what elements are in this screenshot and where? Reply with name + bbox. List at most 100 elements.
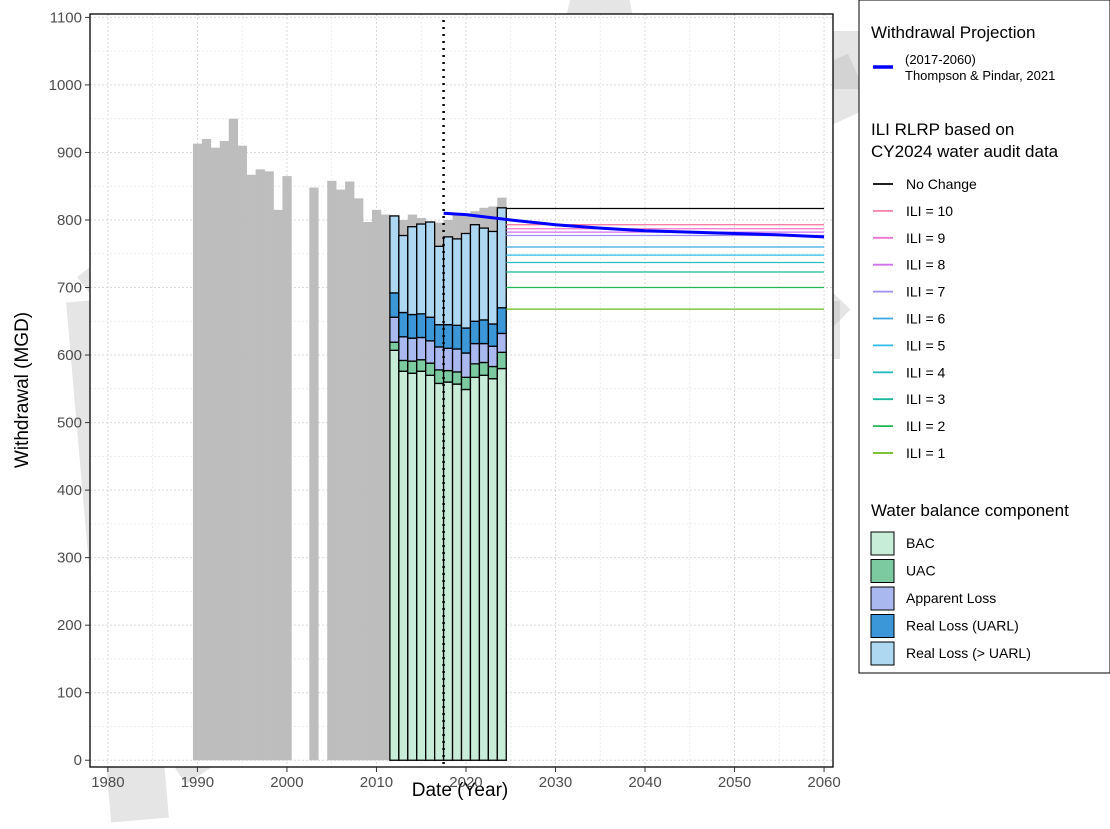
stacked-bar-apparent-loss [433,346,445,371]
stacked-bar-uac [469,363,481,378]
x-tick-label: 2030 [539,774,572,791]
stacked-bar-real-loss-uarl [442,324,454,349]
x-tick-label: 1990 [181,774,214,791]
historical-bar [380,214,391,761]
y-tick-label: 300 [57,550,82,567]
stacked-bar-real-loss-uarl [460,327,472,354]
legend-label-balance: BAC [906,535,935,551]
stacked-bar-real-loss-uarl [433,324,445,348]
stacked-bar-uac [478,361,490,376]
stacked-bar-real-loss-uarl [433,245,445,326]
legend-label-ili: ILI = 3 [906,391,946,407]
legend-label-projection-2: Thompson & Pindar, 2021 [905,68,1055,83]
stacked-bar-apparent-loss [425,340,436,364]
x-tick-label: 2060 [807,774,840,791]
legend-label-balance: Real Loss (UARL) [906,618,1019,634]
stacked-bar-uac [433,369,445,385]
stacked-bar-uac [425,362,436,376]
stacked-bar-real-loss-uarl [451,324,463,350]
stacked-bar-bac [442,381,454,761]
stacked-bar-real-loss-uarl [398,311,409,338]
stacked-bar-apparent-loss [451,348,463,373]
stacked-bar-real-loss-uarl [487,323,498,347]
stacked-bar-real-loss-uarl [389,292,400,318]
legend-title-projection: Withdrawal Projection [871,23,1035,42]
historical-bar [336,189,346,761]
x-tick-label: 1980 [91,774,124,791]
y-tick-label: 1000 [49,77,82,94]
y-tick-label: 500 [57,415,82,432]
water-balance-bars [389,207,507,761]
stacked-bar-uac [460,376,472,391]
stacked-bar-real-loss-uarl [442,236,454,326]
withdrawal-projection-line [443,211,825,239]
plot-area [89,13,834,768]
stacked-bar-real-loss-uarl [398,234,409,314]
historical-bar [273,209,283,761]
stacked-bar-apparent-loss [478,342,490,364]
legend-label-ili: ILI = 7 [906,284,946,300]
axes: Date (Year) Withdrawal (MGD) 1980 1990 200… [12,9,841,801]
y-tick-label: 1100 [50,9,82,26]
legend-label-balance: Apparent Loss [906,590,996,606]
legend-ili-items: No Change ILI = 10 ILI = 9 ILI = 8 ILI = 7 IL… [873,176,977,461]
legend-label-ili: ILI = 5 [906,337,946,353]
stacked-bar-real-loss-uarl [416,223,427,315]
stacked-bar-uac [407,360,418,374]
x-tick-label: 2040 [628,774,661,791]
stacked-bar-uac [389,341,400,351]
x-axis-title: Date (Year) [412,780,508,801]
legend-title-ili-line2: CY2024 water audit data [871,142,1059,161]
legend-label-ili: ILI = 4 [906,364,946,380]
stacked-bar-apparent-loss [407,337,418,362]
historical-bar [309,187,319,761]
legend-label-ili: ILI = 2 [906,418,946,434]
stacked-bar-real-loss-uarl [407,313,418,339]
stacked-bar-bac [389,349,400,761]
stacked-bar-real-loss-uarl [487,230,498,325]
legend-balance-items: BAC UAC Apparent Loss Real Loss (UARL) Real … [870,531,1031,666]
y-tick-label: 700 [57,280,82,297]
historical-bar [255,169,265,761]
historical-bar [246,174,256,761]
legend-label-ili: ILI = 1 [906,445,946,461]
stacked-bar-apparent-loss [416,336,427,361]
legend-label-ili: ILI = 9 [906,230,946,246]
stacked-bar-bac [416,370,427,761]
stacked-bar-bac [469,376,481,761]
stacked-bar-real-loss-uarl [478,319,490,345]
stacked-bar-real-loss-uarl [416,313,427,339]
historical-bar [192,143,203,761]
stacked-bar-uac [451,371,463,385]
stacked-bar-real-loss-uarl [469,320,481,345]
historical-bar [201,138,212,761]
stacked-bar-apparent-loss [460,352,472,378]
stacked-bar-real-loss-uarl [407,226,418,316]
legend-label-balance: Real Loss (> UARL) [906,645,1031,661]
y-axis-title: Withdrawal (MGD) [12,312,33,468]
y-tick-label: 600 [57,347,82,364]
legend-key-balance [870,641,895,666]
stacked-bar-uac [416,359,427,372]
legend-label-ili: ILI = 6 [906,311,946,327]
ili-rlrp-lines [506,207,825,310]
stacked-bar-real-loss-uarl [389,215,400,294]
stacked-bar-real-loss-uarl [425,221,436,318]
stacked-bar-bac [425,374,436,761]
y-tick-label: 200 [57,617,82,634]
historical-bar [264,171,274,761]
x-tick-label: 2050 [718,774,751,791]
historical-bar [354,198,364,761]
historical-bar [371,209,382,761]
legend-box [858,0,1110,674]
historical-bar [282,176,292,761]
stacked-bar-uac [398,359,409,372]
x-tick-label: 2010 [360,774,393,791]
stacked-bar-apparent-loss [487,345,498,368]
stacked-bar-bac [451,383,463,761]
legend-label-ili: ILI = 8 [906,257,946,273]
stacked-bar-apparent-loss [389,316,400,343]
y-tick-label: 900 [57,144,82,161]
historical-bar [327,180,337,761]
